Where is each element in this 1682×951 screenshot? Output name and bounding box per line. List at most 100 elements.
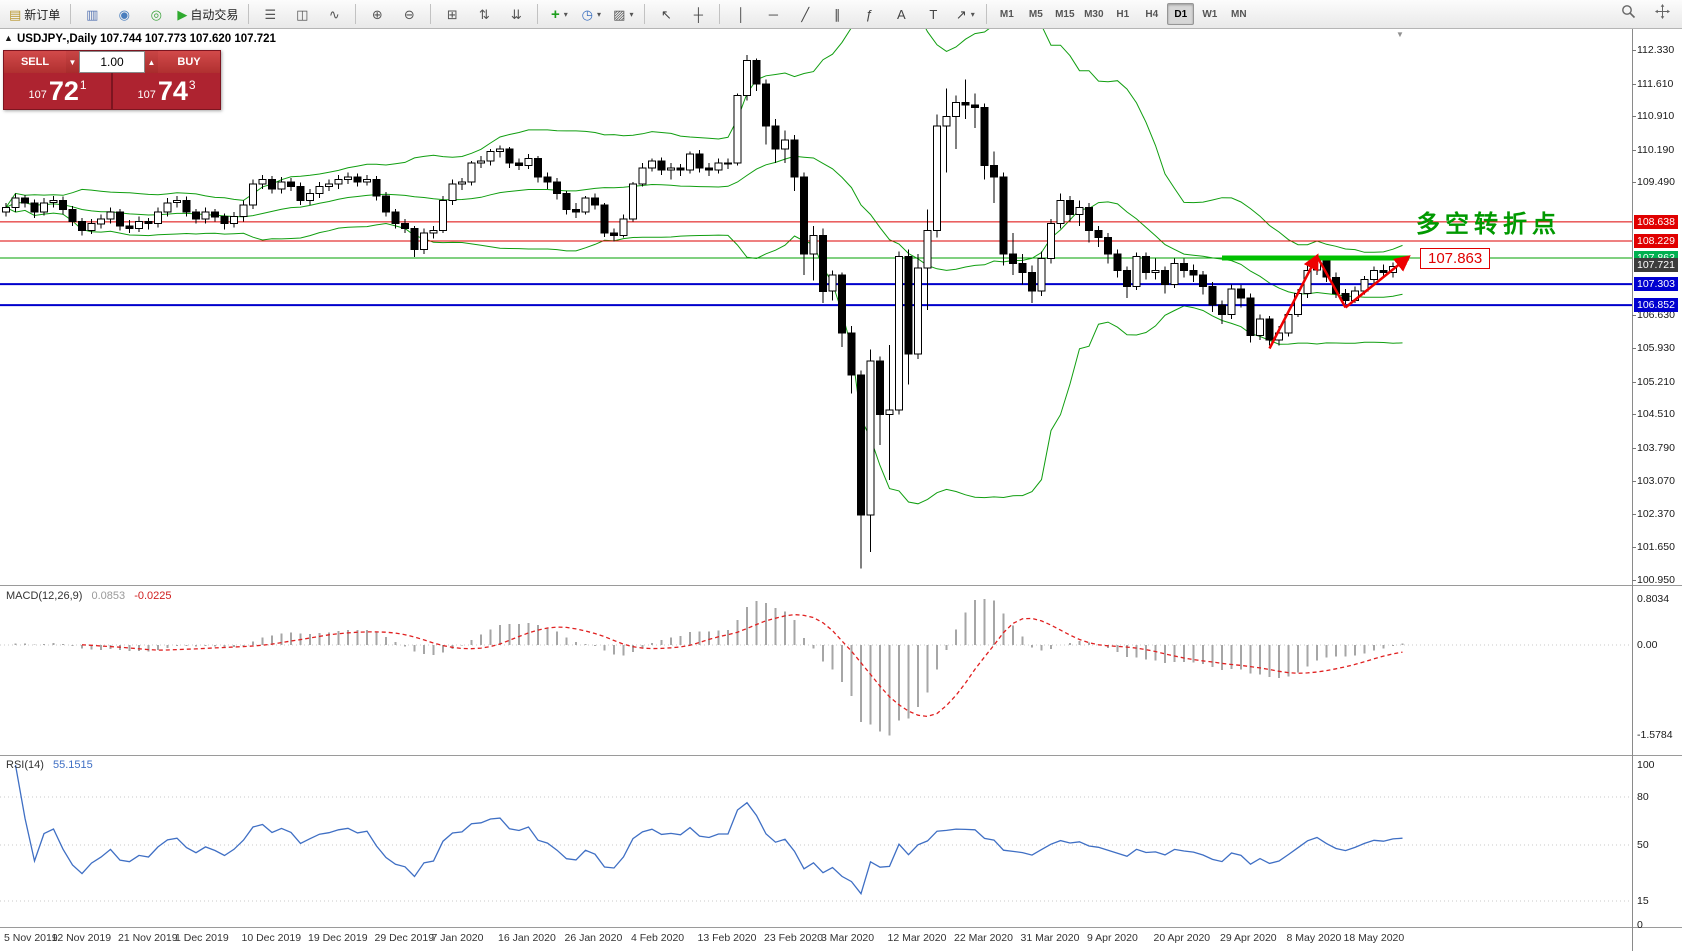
panel-separator[interactable] <box>0 755 1682 756</box>
autotrading-button[interactable]: ▶ 自动交易 <box>173 2 242 26</box>
axis-tick <box>1632 116 1636 118</box>
sell-button[interactable]: SELL <box>4 51 66 73</box>
channel-button[interactable]: ∥ <box>822 2 852 26</box>
candlestick-icon: ◫ <box>296 6 309 22</box>
date-tick-label: 9 Apr 2020 <box>1087 932 1138 944</box>
axis-tick <box>1632 50 1636 51</box>
price-axis-line <box>1632 29 1633 951</box>
arrange-windows-button[interactable]: ⇅ <box>469 2 499 26</box>
axis-tick <box>1632 447 1636 449</box>
text-icon: A <box>896 6 906 22</box>
date-tick-label: 21 Nov 2019 <box>118 932 178 944</box>
date-tick-label: 7 Jan 2020 <box>431 932 484 944</box>
pan-icon <box>1654 4 1670 24</box>
date-tick-label: 16 Jan 2020 <box>498 932 556 944</box>
timeframe-button-m1[interactable]: M1 <box>999 8 1014 20</box>
info-button[interactable]: ◎ <box>141 2 171 26</box>
timeframe-button-w1[interactable]: W1 <box>1202 8 1218 20</box>
toolbar-separator <box>537 4 539 24</box>
cascade-windows-icon: ⇊ <box>510 6 522 22</box>
line-chart-type-button[interactable]: ∿ <box>319 2 349 26</box>
toolbar-separator <box>644 4 646 24</box>
new-order-button[interactable]: ▤ 新订单 <box>5 2 64 26</box>
panel-separator[interactable] <box>0 585 1682 586</box>
timeframe-button-m30[interactable]: M30 <box>1084 8 1104 20</box>
trade-panel-collapse-icon[interactable]: ▲ <box>4 33 13 43</box>
date-tick-label: 4 Feb 2020 <box>631 932 685 944</box>
charts-window-button[interactable]: ▥ <box>77 2 107 26</box>
cascade-windows-button[interactable]: ⇊ <box>501 2 531 26</box>
autotrading-icon: ▶ <box>177 6 188 22</box>
periods-button[interactable]: ◷ ▾ <box>576 2 606 26</box>
date-tick-label: 1 Dec 2019 <box>175 932 229 944</box>
rsi-tick-label: 0 <box>1637 919 1643 931</box>
timeframe-button-d1[interactable]: D1 <box>1167 3 1195 25</box>
lot-size-input[interactable] <box>79 51 145 73</box>
date-tick-label: 29 Dec 2019 <box>374 932 435 944</box>
buy-price-button[interactable]: 107 74 3 <box>113 73 220 109</box>
lot-increase-button[interactable]: ▲ <box>145 51 158 73</box>
new-order-button-label: 新订单 <box>24 7 61 22</box>
fibonacci-button[interactable]: ƒ <box>854 2 884 26</box>
timeframe-button-h1[interactable]: H1 <box>1116 8 1130 20</box>
timeframe-button-mn[interactable]: MN <box>1231 8 1247 20</box>
price-tick-label: 112.330 <box>1637 44 1675 56</box>
macd-indicator-label: MACD(12,26,9) 0.0853 -0.0225 <box>6 590 172 602</box>
rsi-value: 55.1515 <box>52 759 93 771</box>
turning-point-annotation[interactable]: 多空转折点 <box>1416 211 1561 238</box>
trendline-button[interactable]: ╱ <box>790 2 820 26</box>
tile-windows-button[interactable]: ⊞ <box>437 2 467 26</box>
horizontal-line-button[interactable]: ─ <box>758 2 788 26</box>
info-icon: ◎ <box>150 6 162 22</box>
axis-tick <box>1632 182 1636 184</box>
profile-button[interactable]: ◉ <box>109 2 139 26</box>
tile-windows-icon: ⊞ <box>446 6 458 22</box>
templates-button[interactable]: ▨ ▾ <box>608 2 638 26</box>
toolbar-separator <box>248 4 250 24</box>
timeframe-button-m15[interactable]: M15 <box>1055 8 1075 20</box>
cursor-icon: ↖ <box>660 6 672 22</box>
text-button[interactable]: A <box>886 2 916 26</box>
price-tick-label: 103.790 <box>1637 441 1675 454</box>
text-label-button[interactable]: T <box>918 2 948 26</box>
vertical-line-button[interactable]: │ <box>726 2 756 26</box>
axis-tick <box>1632 580 1636 581</box>
pan-button[interactable] <box>1647 2 1677 26</box>
timeframe-button-h4[interactable]: H4 <box>1145 8 1159 20</box>
axis-tick <box>1632 547 1636 549</box>
lot-decrease-button[interactable]: ▼ <box>66 51 79 73</box>
buy-button[interactable]: BUY <box>158 51 220 73</box>
sell-price-button[interactable]: 107 72 1 <box>4 73 111 109</box>
vertical-line-icon: │ <box>737 6 746 22</box>
indicators-button[interactable]: + ▾ <box>544 2 574 26</box>
date-tick-label: 5 Nov 2019 <box>4 932 58 944</box>
arrows-button[interactable]: ↗ ▾ <box>950 2 980 26</box>
chevron-down-icon: ▾ <box>970 9 975 19</box>
line-chart-icon: ∿ <box>328 6 340 22</box>
crosshair-button[interactable]: ┼ <box>683 2 713 26</box>
template-icon: ▨ <box>613 6 626 22</box>
price-tick-label: 103.070 <box>1637 475 1675 488</box>
chart-shift-marker[interactable]: ▼ <box>1396 30 1404 39</box>
sell-price-big-digits: 72 <box>48 75 79 106</box>
price-tag-annotation[interactable]: 107.863 <box>1420 248 1491 269</box>
cursor-button[interactable]: ↖ <box>651 2 681 26</box>
toolbar-separator <box>986 4 988 24</box>
macd-tick-label: 0.8034 <box>1637 593 1670 606</box>
search-button[interactable] <box>1613 2 1643 26</box>
date-tick-label: 22 Mar 2020 <box>954 932 1013 944</box>
bar-chart-type-button[interactable]: ☰ <box>255 2 285 26</box>
rsi-tick-label: 100 <box>1637 759 1655 771</box>
arrange-windows-icon: ⇅ <box>478 6 490 22</box>
date-tick-label: 19 Dec 2019 <box>308 932 368 944</box>
zoom-in-button[interactable]: ⊕ <box>362 2 392 26</box>
rsi-tick-label: 15 <box>1637 895 1649 907</box>
charts-window-icon: ▥ <box>86 6 99 22</box>
axis-tick <box>1632 149 1636 151</box>
symbol-ohlc-label: USDJPY-,Daily 107.744 107.773 107.620 10… <box>17 33 276 45</box>
candlestick-type-button[interactable]: ◫ <box>287 2 317 26</box>
zoom-out-button[interactable]: ⊖ <box>394 2 424 26</box>
date-tick-label: 26 Jan 2020 <box>564 932 623 944</box>
timeframe-button-m5[interactable]: M5 <box>1028 8 1043 20</box>
